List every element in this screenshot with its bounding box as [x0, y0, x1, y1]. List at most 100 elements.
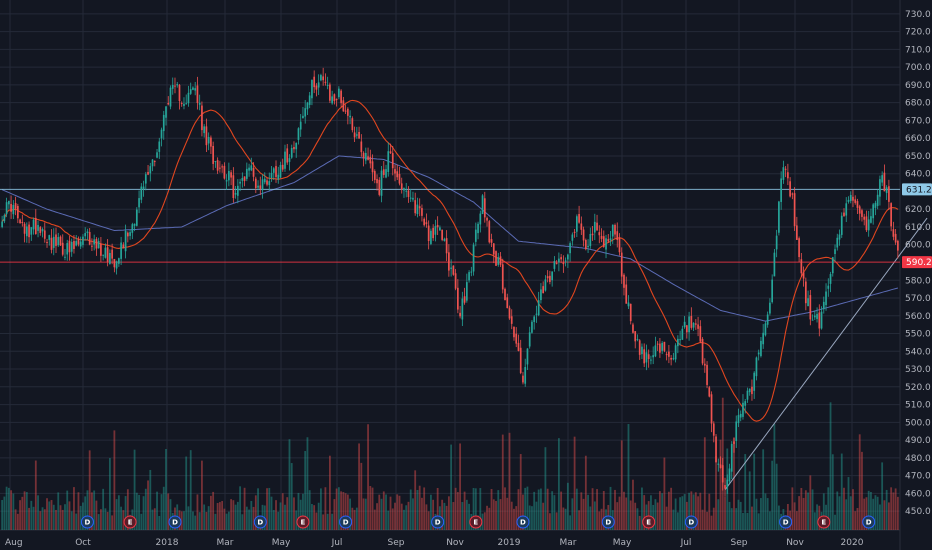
earnings-marker[interactable]: E — [817, 515, 831, 529]
volume-bar — [126, 489, 129, 530]
volume-bar — [362, 498, 365, 530]
candle-body — [737, 415, 740, 424]
y-tick-label: 520.0 — [905, 383, 931, 393]
volume-bar — [120, 506, 123, 530]
candle-body — [515, 333, 518, 344]
candle-body — [43, 230, 46, 239]
volume-bar — [737, 499, 740, 530]
volume-bar — [234, 504, 237, 530]
dividend-marker[interactable]: D — [779, 515, 793, 529]
candle-body — [549, 275, 551, 282]
volume-bar — [735, 508, 738, 530]
price-axis[interactable]: 730.0 720.0 710.0 700.0 690.0 680.0 670.0 660.0… — [902, 10, 932, 517]
volume-bar — [766, 498, 769, 530]
earnings-marker[interactable]: E — [469, 515, 483, 529]
volume-bar — [654, 499, 657, 530]
candle-body — [519, 347, 522, 373]
volume-bar — [95, 500, 98, 530]
dividend-marker[interactable]: D — [168, 515, 182, 529]
volume-bar — [353, 509, 356, 530]
volume-bar — [50, 500, 53, 530]
volume-bar — [876, 496, 879, 530]
volume-bar — [227, 511, 230, 530]
volume-bar — [566, 482, 569, 530]
price-level-tag[interactable]: 590.2 — [902, 256, 932, 269]
candle-body — [326, 84, 329, 86]
volume-bar — [879, 504, 881, 530]
trendline[interactable] — [724, 217, 928, 491]
candle-body — [5, 202, 8, 215]
volume-bar — [870, 491, 872, 530]
volume-bar — [865, 497, 868, 530]
volume-bar — [670, 487, 673, 530]
candle-body — [342, 100, 345, 112]
candle-body — [432, 227, 435, 239]
price-levels[interactable] — [0, 188, 900, 263]
volume-bar — [254, 495, 257, 530]
volume-bar — [463, 491, 466, 530]
volume-bar — [82, 502, 84, 530]
volume-bar — [144, 488, 147, 530]
x-tick-label: 2018 — [156, 538, 179, 548]
volume-bar — [685, 501, 688, 530]
dividend-marker[interactable]: D — [253, 515, 267, 529]
volume-bar — [389, 496, 392, 530]
earnings-marker[interactable]: E — [642, 515, 656, 529]
candle-body — [122, 244, 125, 249]
candle-body — [665, 354, 668, 356]
candle-body — [634, 331, 637, 342]
volume-bar — [55, 509, 57, 530]
volume-bar — [360, 462, 363, 530]
volume-bar — [180, 511, 183, 530]
volume-bar — [187, 506, 190, 530]
dividend-marker[interactable]: D — [431, 515, 445, 529]
candle-body — [156, 152, 158, 158]
volume-bar — [836, 491, 839, 530]
dividend-marker[interactable]: D — [516, 515, 530, 529]
volume-bar — [623, 491, 625, 530]
candle-body — [57, 237, 60, 246]
volume-bar — [196, 494, 199, 530]
volume-bar — [214, 513, 217, 530]
dividend-marker[interactable]: D — [684, 515, 698, 529]
volume-bar — [185, 456, 188, 530]
price-level-tag[interactable]: 631.2 — [902, 183, 932, 196]
y-tick-label: 450.0 — [905, 507, 931, 517]
volume-bar — [849, 496, 852, 530]
candle-body — [685, 325, 688, 333]
volume-bar — [70, 511, 73, 530]
x-tick-label: Mar — [217, 538, 234, 548]
x-tick-label: Jul — [680, 538, 692, 548]
volume-bar — [827, 487, 830, 530]
volume-bar — [829, 402, 832, 530]
dividend-marker[interactable]: D — [339, 515, 353, 529]
candle-body — [607, 239, 610, 242]
candle-body — [48, 235, 51, 240]
dividend-marker[interactable]: D — [862, 515, 876, 529]
y-tick-label: 730.0 — [905, 10, 931, 20]
volume-bar — [104, 508, 107, 530]
candle-body — [308, 95, 311, 105]
dividend-marker[interactable]: D — [80, 515, 94, 529]
candle-body — [284, 151, 286, 169]
trendline-segment[interactable] — [724, 217, 928, 491]
volume-bar — [495, 500, 497, 530]
earnings-marker[interactable]: E — [123, 515, 137, 529]
earnings-marker[interactable]: E — [296, 515, 310, 529]
candle-body — [620, 252, 623, 277]
candle-body — [171, 84, 174, 89]
candle-body — [712, 423, 715, 436]
candle-body — [418, 206, 421, 209]
candle-body — [138, 198, 140, 208]
volume-bar — [106, 511, 109, 530]
volume-bar — [432, 499, 435, 530]
volume-bar — [64, 504, 66, 530]
time-axis[interactable]: Aug Oct 2018 Mar May Jul Sep Nov 2019 Mar May Jul Se… — [5, 538, 864, 548]
volume-bar — [423, 487, 426, 530]
dividend-marker[interactable]: D — [601, 515, 615, 529]
candle-body — [829, 274, 832, 284]
candle-body — [277, 174, 280, 180]
volume-bar — [885, 489, 888, 530]
